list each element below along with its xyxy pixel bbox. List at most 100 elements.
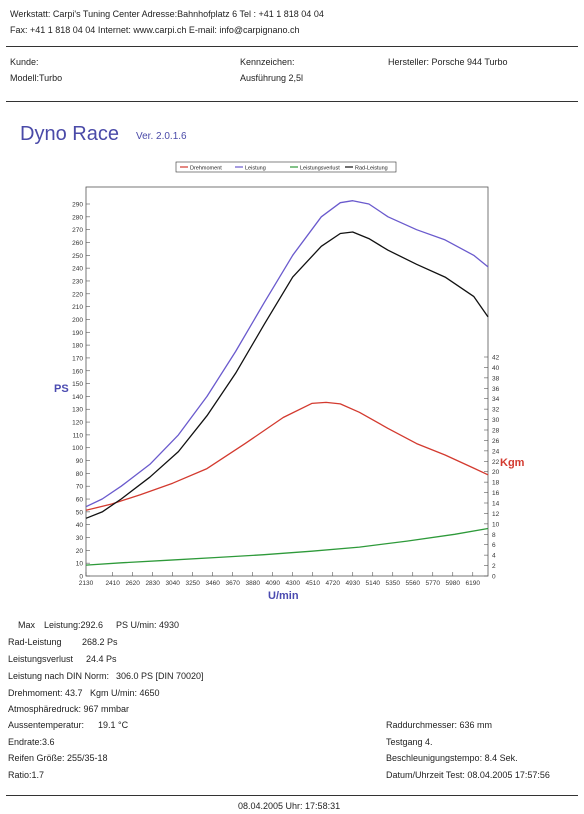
divider — [6, 46, 578, 47]
aussen-label: Aussentemperatur: — [8, 720, 85, 730]
chart-legend: Drehmoment Leistung Leistungsverlust Rad-Le… — [175, 161, 397, 173]
y-right-tick-label: 28 — [492, 428, 500, 435]
x-tick-label: 5140 — [366, 580, 381, 587]
y-left-tick-label: 70 — [76, 484, 84, 491]
y-left-tick-label: 210 — [72, 304, 83, 311]
y-right-tick-label: 14 — [492, 501, 500, 508]
leistung-value: Leistung:292.6 — [44, 620, 104, 630]
left-axis: 0 10 20 30 40 50 60 70 80 90 100 110 120 130 140 150 160… — [72, 202, 90, 581]
din-label: Leistung nach DIN Norm: — [8, 671, 110, 681]
y-right-tick-label: 34 — [492, 396, 500, 403]
series-line-rad-leistung — [85, 231, 489, 519]
series-group — [85, 200, 489, 566]
y-right-tick-label: 20 — [492, 469, 500, 476]
aussen-value: 19.1 °C — [98, 720, 129, 730]
y-left-tick-label: 170 — [72, 355, 83, 362]
x-tick-label: 6190 — [466, 580, 481, 587]
y-right-tick-label: 36 — [492, 386, 500, 393]
x-tick-label: 5350 — [386, 580, 401, 587]
y-left-tick-label: 60 — [76, 497, 84, 504]
y-left-tick-label: 20 — [76, 548, 84, 555]
raddurchmesser-value: Raddurchmesser: 636 mm — [386, 720, 493, 730]
y-left-tick-label: 240 — [72, 266, 83, 273]
legend-box — [175, 161, 397, 173]
series-line-leistung — [85, 200, 489, 508]
y-right-tick-label: 10 — [492, 521, 500, 528]
kennzeichen-label: Kennzeichen: — [240, 57, 295, 67]
y-left-tick-label: 160 — [72, 368, 83, 375]
divider — [6, 101, 578, 102]
y-left-tick-label: 100 — [72, 445, 83, 452]
y-right-tick-label: 40 — [492, 365, 500, 372]
y-left-tick-label: 130 — [72, 407, 83, 414]
datum-value: Datum/Uhrzeit Test: 08.04.2005 17:57:56 — [386, 770, 550, 780]
x-tick-label: 2620 — [125, 580, 140, 587]
x-tick-label: 4720 — [325, 580, 340, 587]
y-left-tick-label: 220 — [72, 291, 83, 298]
y-right-tick-label: 2 — [492, 563, 496, 570]
din-value: 306.0 PS [DIN 70020] — [116, 671, 204, 681]
y-left-tick-label: 110 — [73, 432, 84, 439]
x-tick-label: 3670 — [225, 580, 240, 587]
plot-frame — [85, 186, 489, 577]
modell-label: Modell:Turbo — [10, 73, 63, 83]
x-tick-label: 3040 — [165, 580, 180, 587]
app-title: Dyno Race — [20, 123, 119, 145]
x-tick-label: 3250 — [185, 580, 200, 587]
x-tick-label: 2130 — [79, 580, 94, 587]
y-left-tick-label: 230 — [72, 278, 83, 285]
ps-umin-value: PS U/min: 4930 — [116, 620, 180, 630]
y-right-tick-label: 8 — [492, 532, 496, 539]
x-tick-label: 3460 — [205, 580, 220, 587]
y-left-tick-label: 150 — [72, 381, 83, 388]
y-left-tick-label: 270 — [72, 227, 83, 234]
y-left-tick-label: 260 — [72, 240, 83, 247]
kunde-label: Kunde: — [10, 57, 39, 67]
y-left-tick-label: 250 — [72, 253, 83, 260]
series-line-leistungsverlust — [85, 527, 489, 566]
ausfuehrung-label: Ausführung 2,5l — [240, 73, 304, 83]
y-left-tick-label: 290 — [72, 202, 83, 209]
y-right-tick-label: 12 — [492, 511, 500, 518]
y-right-tick-label: 24 — [492, 448, 500, 455]
x-tick-label: 5980 — [446, 580, 461, 587]
contact-line: Fax: +41 1 818 04 04 Internet: www.carpi… — [10, 25, 300, 35]
beschleunigung-value: Beschleunigungstempo: 8.4 Sek. — [386, 753, 518, 763]
y-left-tick-label: 50 — [76, 509, 84, 516]
x-tick-label: 4300 — [285, 580, 300, 587]
y-left-tick-label: 80 — [76, 471, 84, 478]
x-axis-label: U/min — [268, 590, 299, 602]
verlust-value: 24.4 Ps — [86, 654, 117, 664]
y-right-tick-label: 6 — [492, 542, 496, 549]
x-tick-label: 4510 — [305, 580, 320, 587]
drehmoment-value: Drehmoment: 43.7 — [8, 688, 83, 698]
hersteller-label: Hersteller: Porsche 944 Turbo — [388, 57, 508, 67]
y-left-tick-label: 280 — [72, 214, 83, 221]
y-left-tick-label: 40 — [76, 522, 84, 529]
legend-entry: Drehmoment — [190, 166, 222, 172]
y-right-tick-label: 26 — [492, 438, 500, 445]
x-tick-label: 5560 — [406, 580, 421, 587]
y-right-tick-label: 18 — [492, 480, 500, 487]
x-tick-label: 4090 — [265, 580, 280, 587]
dyno-chart: Drehmoment Leistung Leistungsverlust Rad-Le… — [54, 161, 525, 602]
y-left-tick-label: 90 — [76, 458, 84, 465]
y-left-tick-label: 190 — [72, 330, 83, 337]
y-right-label: Kgm — [500, 457, 525, 469]
y-right-tick-label: 4 — [492, 553, 496, 560]
rad-leistung-label: Rad-Leistung — [8, 637, 62, 647]
x-tick-label: 2830 — [145, 580, 160, 587]
x-tick-label: 4930 — [345, 580, 360, 587]
y-left-tick-label: 140 — [72, 394, 83, 401]
app-version: Ver. 2.0.1.6 — [136, 131, 187, 142]
workshop-line: Werkstatt: Carpi's Tuning Center Adresse… — [10, 9, 324, 19]
max-label: Max — [18, 620, 36, 630]
legend-entry: Leistungsverlust — [300, 166, 340, 172]
y-left-tick-label: 200 — [72, 317, 83, 324]
y-right-tick-label: 42 — [492, 355, 500, 362]
x-tick-label: 2410 — [105, 580, 120, 587]
y-right-tick-label: 16 — [492, 490, 500, 497]
print-timestamp: 08.04.2005 Uhr: 17:58:31 — [238, 801, 341, 811]
reifen-value: Reifen Größe: 255/35-18 — [8, 753, 108, 763]
